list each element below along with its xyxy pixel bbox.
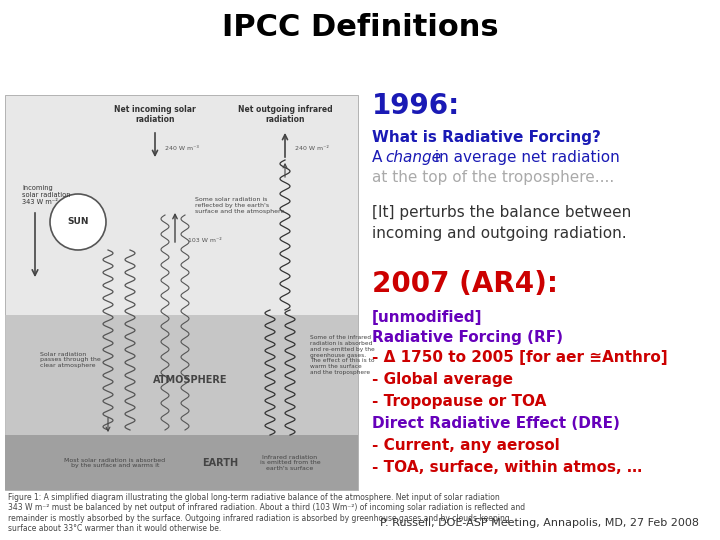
Text: 103 W m⁻²: 103 W m⁻² (188, 238, 222, 242)
Text: - Current, any aerosol: - Current, any aerosol (372, 438, 559, 453)
Text: change: change (385, 150, 441, 165)
Text: A: A (372, 150, 387, 165)
Text: Net outgoing infrared
radiation: Net outgoing infrared radiation (238, 105, 333, 124)
Text: Figure 1: A simplified diagram illustrating the global long-term radiative balan: Figure 1: A simplified diagram illustrat… (8, 493, 525, 533)
Text: Some solar radiation is
reflected by the earth's
surface and the atmosphere: Some solar radiation is reflected by the… (195, 197, 284, 214)
Text: Radiative Forcing (RF): Radiative Forcing (RF) (372, 330, 563, 345)
Text: [unmodified]: [unmodified] (372, 310, 482, 325)
Text: Most solar radiation is absorbed
by the surface and warms it: Most solar radiation is absorbed by the … (64, 457, 166, 468)
Text: [It] perturbs the balance between
incoming and outgoing radiation.: [It] perturbs the balance between incomi… (372, 205, 631, 241)
Text: 2007 (AR4):: 2007 (AR4): (372, 270, 558, 298)
Text: - Global average: - Global average (372, 372, 513, 387)
Bar (5, 95, 358, 490)
Text: Incoming
solar radiation
343 W m⁻²: Incoming solar radiation 343 W m⁻² (22, 185, 71, 205)
Text: Direct Radiative Effect (DRE): Direct Radiative Effect (DRE) (372, 416, 620, 431)
Text: Net incoming solar
radiation: Net incoming solar radiation (114, 105, 196, 124)
Text: ATMOSPHERE: ATMOSPHERE (153, 375, 228, 385)
Text: - Δ 1750 to 2005 [for aer ≅Anthro]: - Δ 1750 to 2005 [for aer ≅Anthro] (372, 350, 667, 365)
Text: - Tropopause or TOA: - Tropopause or TOA (372, 394, 546, 409)
Text: - TOA, surface, within atmos, …: - TOA, surface, within atmos, … (372, 460, 642, 475)
Text: 240 W m⁻³: 240 W m⁻³ (165, 145, 199, 151)
Circle shape (50, 194, 106, 250)
Text: IPCC Definitions: IPCC Definitions (222, 14, 498, 43)
Text: SUN: SUN (67, 218, 89, 226)
Text: in average net radiation: in average net radiation (430, 150, 620, 165)
Bar (5, 435, 358, 490)
Text: at the top of the troposphere....: at the top of the troposphere.... (372, 170, 614, 185)
Text: Some of the infrared
radiation is absorbed
and re-emitted by the
greenhouse gase: Some of the infrared radiation is absorb… (310, 335, 374, 375)
Text: Solar radiation
passes through the
clear atmosphere: Solar radiation passes through the clear… (40, 352, 101, 368)
Text: 240 W m⁻²: 240 W m⁻² (295, 145, 329, 151)
Text: What is Radiative Forcing?: What is Radiative Forcing? (372, 130, 601, 145)
Text: P. Russell, DOE-ASP Meeting, Annapolis, MD, 27 Feb 2008: P. Russell, DOE-ASP Meeting, Annapolis, … (380, 518, 700, 528)
Text: EARTH: EARTH (202, 458, 238, 468)
Bar (5, 315, 358, 435)
Text: Infrared radiation
is emitted from the
earth's surface: Infrared radiation is emitted from the e… (260, 455, 320, 471)
Text: 1996:: 1996: (372, 92, 460, 120)
